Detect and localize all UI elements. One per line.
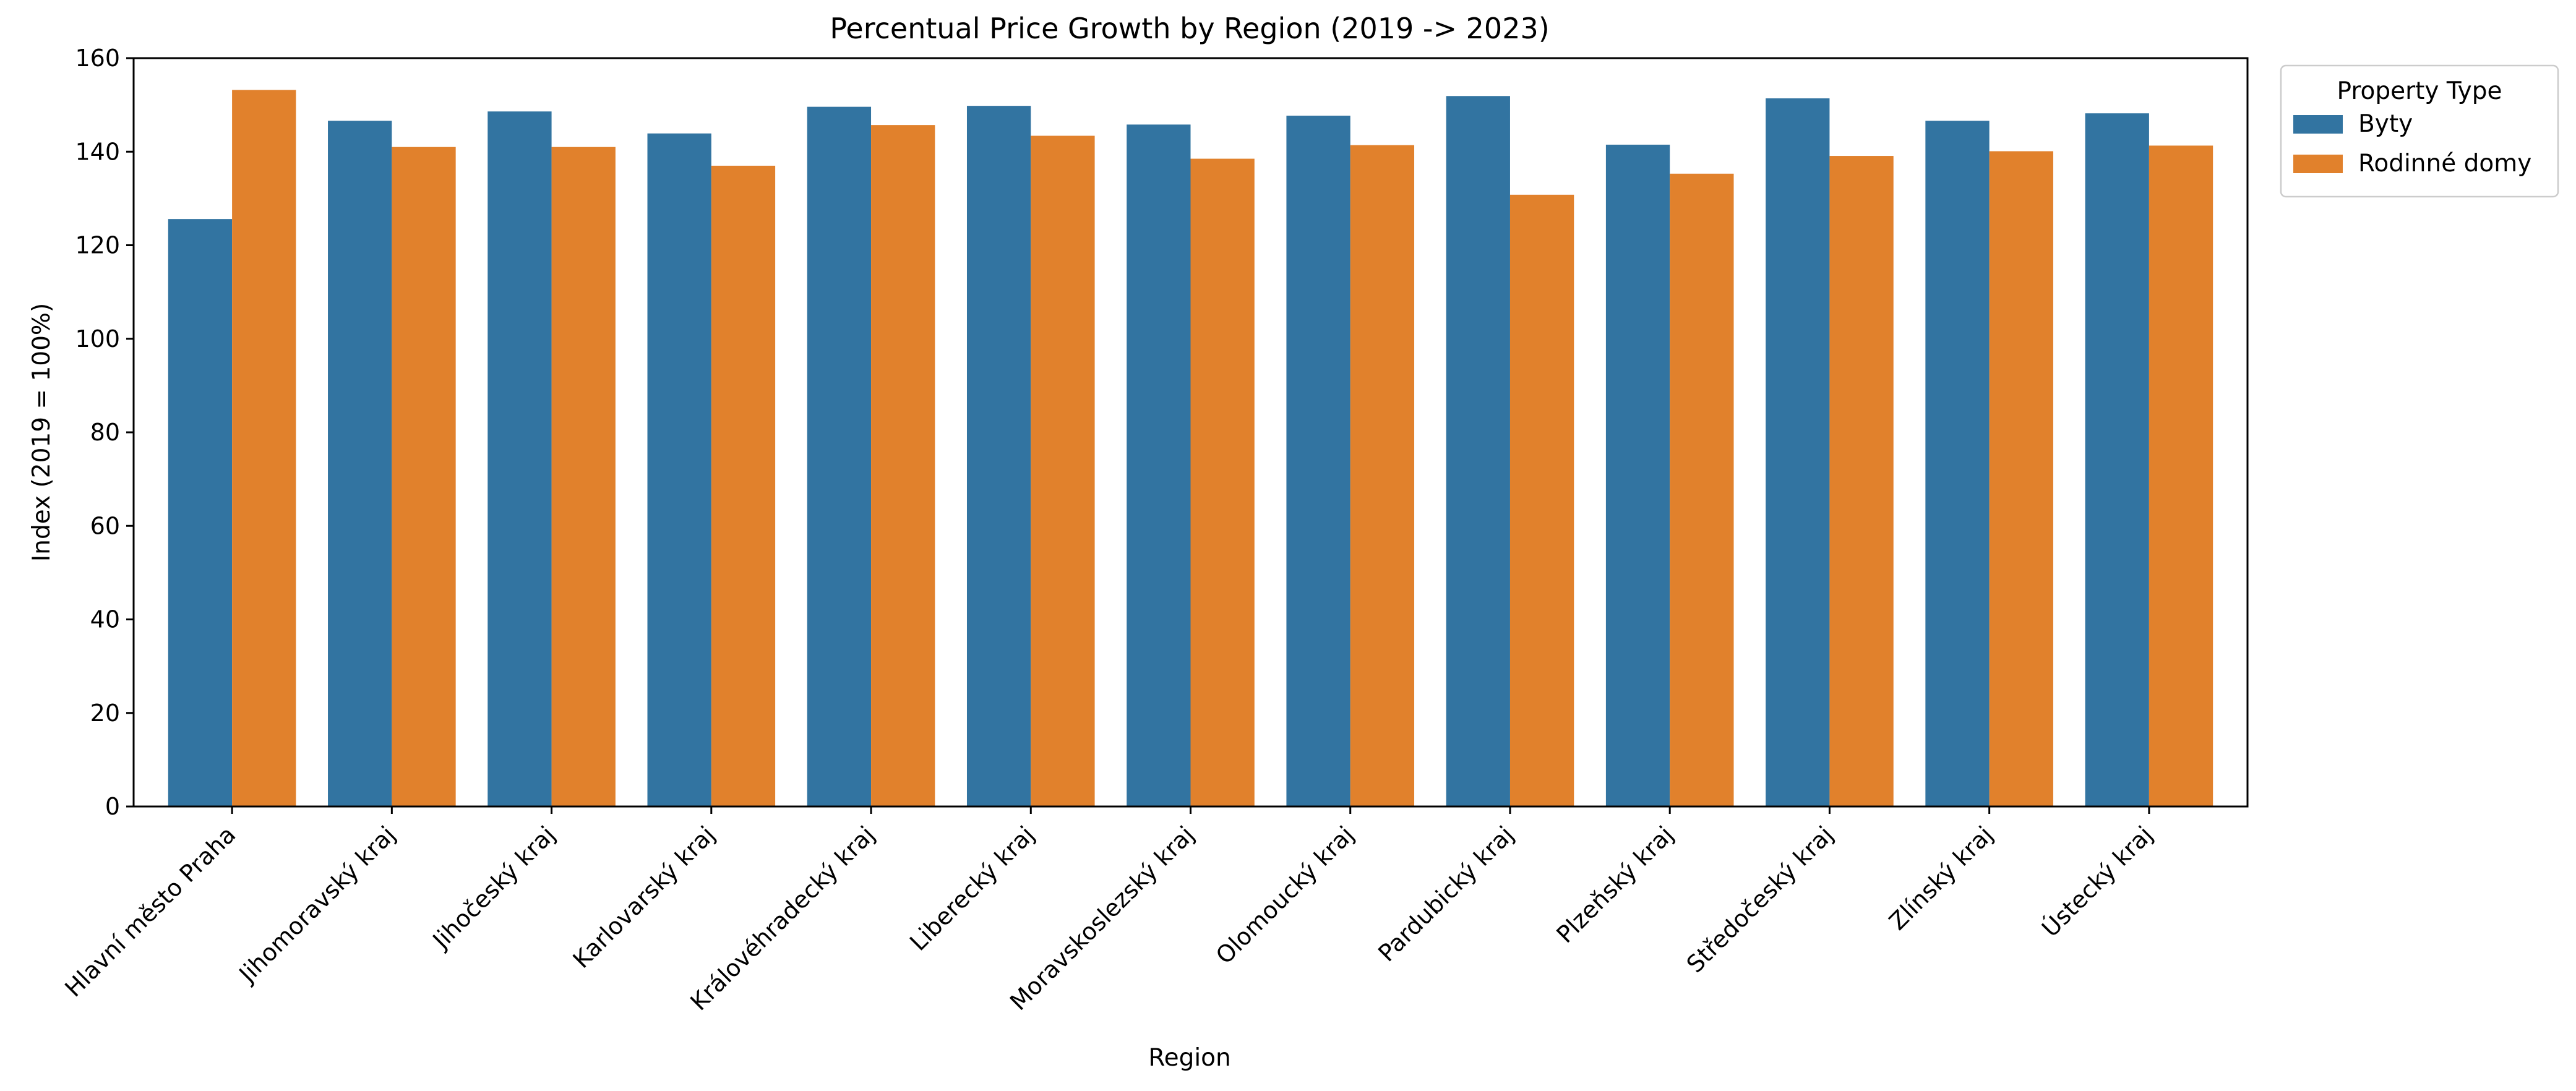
- bar-byty-10: [1766, 98, 1830, 807]
- bar-byty-1: [328, 121, 392, 806]
- y-tick-label: 80: [90, 419, 120, 446]
- bars-group: [168, 90, 2213, 807]
- bar-rodinne-domy-6: [1190, 158, 1255, 806]
- x-tick-label: Jihomoravský kraj: [233, 821, 401, 988]
- x-tick-label: Pardubický kraj: [1373, 821, 1519, 967]
- y-axis: 0 20 40 60 80 100 120 140 160: [75, 45, 134, 820]
- y-tick-label: 120: [75, 232, 120, 259]
- y-axis-label: Index (2019 = 100%): [28, 303, 56, 562]
- x-tick-label: Královéhradecký kraj: [685, 821, 880, 1016]
- bar-rodinne-domy-8: [1509, 194, 1574, 806]
- bar-byty-4: [807, 106, 872, 806]
- x-tick-label: Jihočeský kraj: [427, 821, 560, 954]
- legend-title: Property Type: [2337, 77, 2502, 105]
- y-tick-label: 160: [75, 45, 120, 72]
- x-tick-label: Moravskoslezský kraj: [1005, 821, 1200, 1016]
- y-tick-label: 140: [75, 138, 120, 165]
- x-tick-label: Plzeňský kraj: [1552, 821, 1679, 948]
- x-tick-label: Hlavní město Praha: [59, 821, 241, 1002]
- bar-byty-12: [2085, 113, 2149, 806]
- bar-byty-2: [487, 111, 552, 806]
- legend-frame: [2280, 64, 2559, 198]
- legend-swatch-rodinne-domy: [2293, 155, 2343, 173]
- bar-byty-6: [1127, 124, 1191, 807]
- x-axis-label: Region: [1148, 1044, 1231, 1072]
- bar-rodinne-domy-12: [2149, 145, 2213, 807]
- bar-byty-11: [1925, 121, 1990, 806]
- x-tick-label: Karlovarský kraj: [567, 821, 720, 973]
- x-tick-label: Liberecký kraj: [904, 821, 1039, 956]
- x-tick-label: Olomoucký kraj: [1211, 821, 1359, 969]
- bar-rodinne-domy-9: [1670, 173, 1734, 806]
- y-tick-label: 20: [90, 700, 120, 727]
- y-tick-label: 0: [105, 793, 120, 820]
- bar-rodinne-domy-11: [1989, 151, 2053, 806]
- legend-label-rodinne-domy: Rodinné domy: [2358, 150, 2531, 178]
- bar-rodinne-domy-3: [711, 165, 776, 806]
- legend-label-byty: Byty: [2358, 110, 2413, 138]
- bar-rodinne-domy-1: [392, 147, 456, 806]
- bar-byty-3: [647, 133, 711, 807]
- bar-rodinne-domy-10: [1829, 156, 1894, 806]
- y-tick-label: 60: [90, 512, 120, 539]
- x-tick-label: Zlínský kraj: [1884, 821, 1998, 935]
- x-tick-label: Středočeský kraj: [1681, 821, 1839, 978]
- x-tick-label: Ústecký kraj: [2037, 821, 2158, 942]
- bar-rodinne-domy-0: [232, 90, 296, 806]
- bar-byty-9: [1605, 144, 1670, 806]
- y-tick-label: 100: [75, 325, 120, 353]
- bar-rodinne-domy-2: [551, 147, 616, 806]
- bar-byty-8: [1446, 96, 1510, 807]
- legend: Property Type Byty Rodinné domy: [2280, 64, 2559, 198]
- y-tick-label: 40: [90, 606, 120, 633]
- chart-title: Percentual Price Growth by Region (2019 …: [830, 12, 1549, 45]
- bar-byty-7: [1286, 116, 1350, 806]
- bar-byty-0: [168, 219, 233, 806]
- legend-swatch-byty: [2293, 115, 2343, 134]
- bar-rodinne-domy-4: [871, 125, 935, 806]
- bar-rodinne-domy-5: [1031, 135, 1095, 807]
- bar-byty-5: [966, 106, 1031, 807]
- bar-rodinne-domy-7: [1350, 145, 1415, 807]
